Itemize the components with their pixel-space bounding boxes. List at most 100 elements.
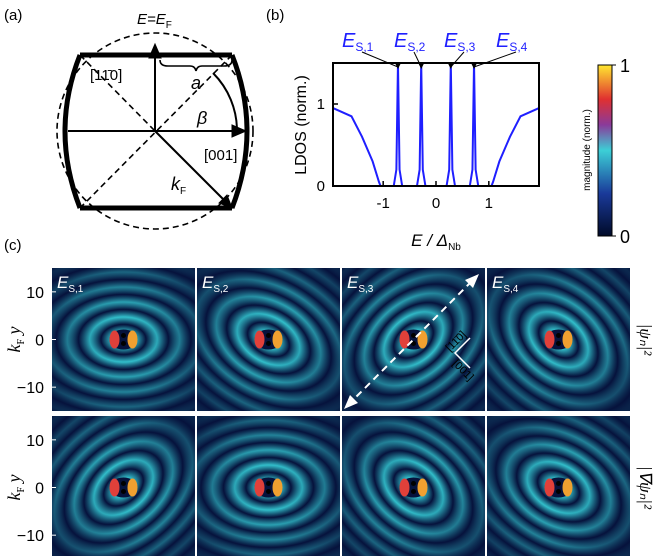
colorbar-label: magnitude (norm.) bbox=[582, 109, 593, 191]
state-label: ES,3 bbox=[347, 273, 374, 295]
y-tick-label: 10 bbox=[26, 285, 44, 302]
state-annotation: ES,4 bbox=[496, 30, 528, 54]
state-annotation: ES,3 bbox=[444, 30, 476, 54]
dot bbox=[556, 333, 561, 338]
row-label: |∇ψₙ|² bbox=[636, 466, 655, 510]
text-sub: S,1 bbox=[68, 284, 83, 295]
dot bbox=[266, 481, 271, 486]
core-lobe bbox=[562, 478, 573, 497]
y-tick-label: 0 bbox=[35, 481, 44, 498]
text-rest: y bbox=[4, 474, 24, 487]
panel-label: (b) bbox=[266, 7, 284, 24]
density-image bbox=[197, 416, 340, 556]
dashed-arrow bbox=[347, 279, 474, 406]
text-sub: S,4 bbox=[503, 284, 518, 295]
dashed-diagonal bbox=[79, 54, 156, 132]
text-main: E bbox=[347, 273, 359, 292]
y-axis-label: kF y bbox=[4, 326, 27, 352]
core-lobe bbox=[109, 478, 120, 497]
dot bbox=[121, 489, 126, 494]
panel-a bbox=[56, 32, 254, 230]
text-rest: y bbox=[4, 326, 24, 339]
core-lobe bbox=[272, 478, 283, 497]
x-tick-label: 1 bbox=[485, 195, 493, 212]
dot bbox=[266, 489, 271, 494]
text-main: E bbox=[342, 30, 356, 52]
dot bbox=[121, 481, 126, 486]
dot bbox=[556, 341, 561, 346]
y-axis-label: LDOS (norm.) bbox=[293, 75, 310, 175]
brace bbox=[159, 59, 233, 72]
density-image bbox=[52, 268, 195, 411]
state-label: ES,2 bbox=[202, 273, 229, 295]
colorbar-tick-label: 1 bbox=[620, 56, 630, 76]
text-main: E bbox=[394, 30, 408, 52]
x-tick-label: -1 bbox=[377, 195, 390, 212]
arrow-head bbox=[418, 63, 425, 69]
density-image bbox=[197, 268, 340, 411]
core-lobe bbox=[544, 330, 555, 349]
density-image bbox=[52, 416, 195, 556]
arrow-head bbox=[218, 194, 233, 209]
text-sub: F bbox=[16, 339, 27, 345]
y-axis-label: kF y bbox=[4, 474, 27, 500]
density-image bbox=[487, 416, 630, 556]
text-sub: S,2 bbox=[407, 40, 425, 54]
fermi-arc bbox=[62, 54, 83, 209]
density-image bbox=[342, 416, 485, 556]
core-lobe bbox=[399, 478, 410, 497]
core-lobe bbox=[399, 330, 410, 349]
dot bbox=[121, 333, 126, 338]
state-annotation: ES,1 bbox=[342, 30, 374, 54]
state-label: ES,1 bbox=[57, 273, 84, 295]
panel-label: (c) bbox=[4, 237, 22, 254]
core-lobe bbox=[254, 478, 265, 497]
ldos-line bbox=[332, 62, 540, 187]
density-image bbox=[487, 268, 630, 411]
arrow-head bbox=[447, 63, 454, 69]
core-lobe bbox=[562, 330, 573, 349]
core-lobe bbox=[127, 330, 138, 349]
direction-label: [001] bbox=[204, 147, 237, 164]
text-sub: S,3 bbox=[358, 284, 373, 295]
text-main: E bbox=[57, 273, 69, 292]
dot bbox=[556, 489, 561, 494]
dot bbox=[411, 341, 416, 346]
k-arrow bbox=[154, 130, 227, 203]
dot bbox=[266, 341, 271, 346]
beta-arc bbox=[212, 72, 239, 132]
y-tick-label: −10 bbox=[17, 380, 44, 397]
text-sub: S,1 bbox=[355, 40, 373, 54]
core-lobe bbox=[417, 478, 428, 497]
fermi-arc bbox=[229, 54, 250, 209]
core-lobe bbox=[127, 478, 138, 497]
text-sub: F bbox=[16, 487, 27, 493]
direction-label: [11̄0] bbox=[90, 67, 122, 84]
y-tick-label: 0 bbox=[35, 333, 44, 350]
dot bbox=[121, 341, 126, 346]
text-main: k bbox=[4, 344, 24, 353]
text-sub: S,3 bbox=[457, 40, 475, 54]
text-main: E bbox=[492, 273, 504, 292]
x-tick-label: 0 bbox=[432, 195, 440, 212]
x-axis-label: E / ΔNb bbox=[411, 231, 461, 253]
state-label: ES,4 bbox=[492, 273, 519, 295]
annotation-arrow bbox=[473, 51, 517, 68]
arrow-head bbox=[148, 42, 162, 59]
arrow-head bbox=[231, 124, 248, 138]
text-main: E bbox=[496, 30, 510, 52]
direction-axes bbox=[453, 337, 471, 369]
dot bbox=[411, 333, 416, 338]
plot-frame bbox=[332, 62, 540, 187]
arrow-head bbox=[394, 63, 401, 69]
k-label: kF bbox=[171, 174, 186, 197]
beta-label: β bbox=[196, 108, 207, 128]
text-main: E bbox=[202, 273, 214, 292]
annotation-arrow bbox=[361, 51, 399, 68]
y-tick-label: 1 bbox=[317, 96, 325, 113]
core-lobe bbox=[254, 330, 265, 349]
fermi-circle bbox=[56, 32, 254, 230]
dashed-arrow-tail bbox=[344, 395, 358, 409]
a-label: a bbox=[191, 73, 201, 93]
